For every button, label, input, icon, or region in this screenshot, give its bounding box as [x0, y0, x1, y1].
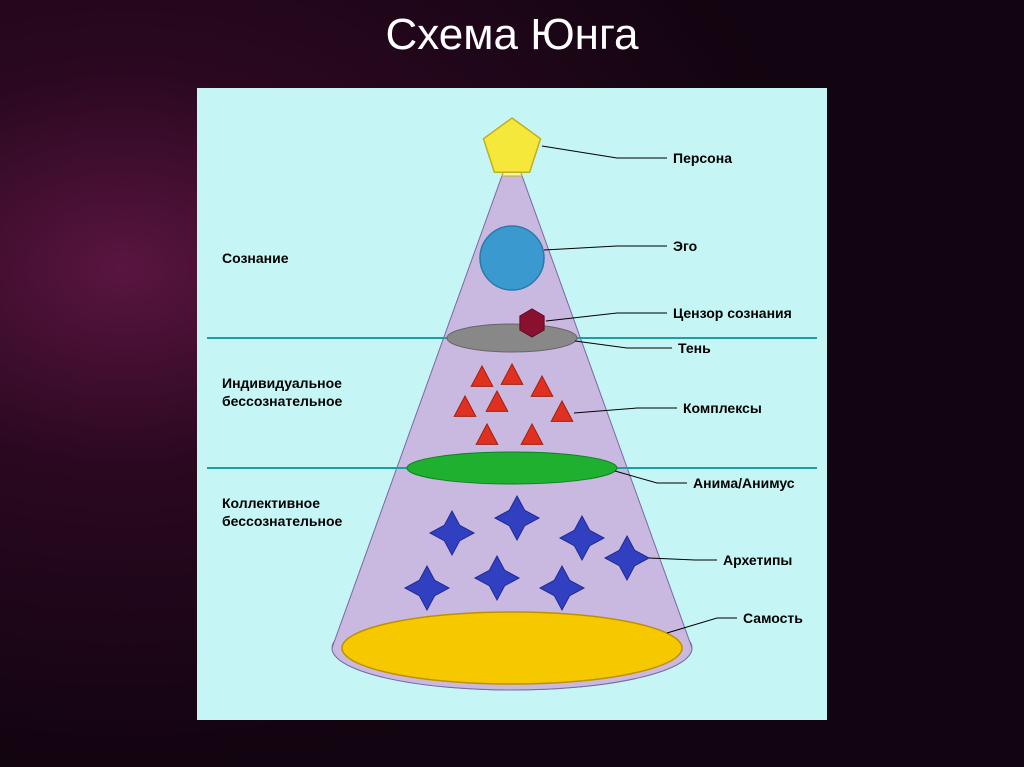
shadow-callout: [575, 341, 672, 348]
ego-label: Эго: [673, 238, 697, 254]
slide: Схема Юнга Персона Эго Цензор сознания Тень…: [0, 0, 1024, 767]
jung-diagram: Персона Эго Цензор сознания Тень Комплексы Ан…: [197, 88, 827, 720]
section-label-2-1: бессознательное: [222, 513, 343, 529]
persona-label: Персона: [673, 150, 732, 166]
anima-ellipse: [407, 452, 617, 484]
persona-callout: [542, 146, 667, 158]
archetypes-label: Архетипы: [723, 552, 792, 568]
section-label-1-0: Индивидуальное: [222, 375, 342, 391]
complexes-label: Комплексы: [683, 400, 762, 416]
shadow-ellipse: [447, 324, 577, 352]
diagram-panel: Персона Эго Цензор сознания Тень Комплексы Ан…: [197, 88, 827, 720]
censor-label: Цензор сознания: [673, 305, 792, 321]
persona-pentagon: [483, 118, 540, 172]
section-label-2-0: Коллективное: [222, 495, 320, 511]
self-ellipse: [342, 612, 682, 684]
anima-label: Анима/Анимус: [693, 475, 795, 491]
section-label-1-1: бессознательное: [222, 393, 343, 409]
slide-title: Схема Юнга: [0, 10, 1024, 60]
self-label: Самость: [743, 610, 803, 626]
shadow-label: Тень: [678, 340, 711, 356]
ego-circle: [480, 226, 544, 290]
ego-callout: [544, 246, 667, 250]
section-label-0: Сознание: [222, 250, 289, 266]
